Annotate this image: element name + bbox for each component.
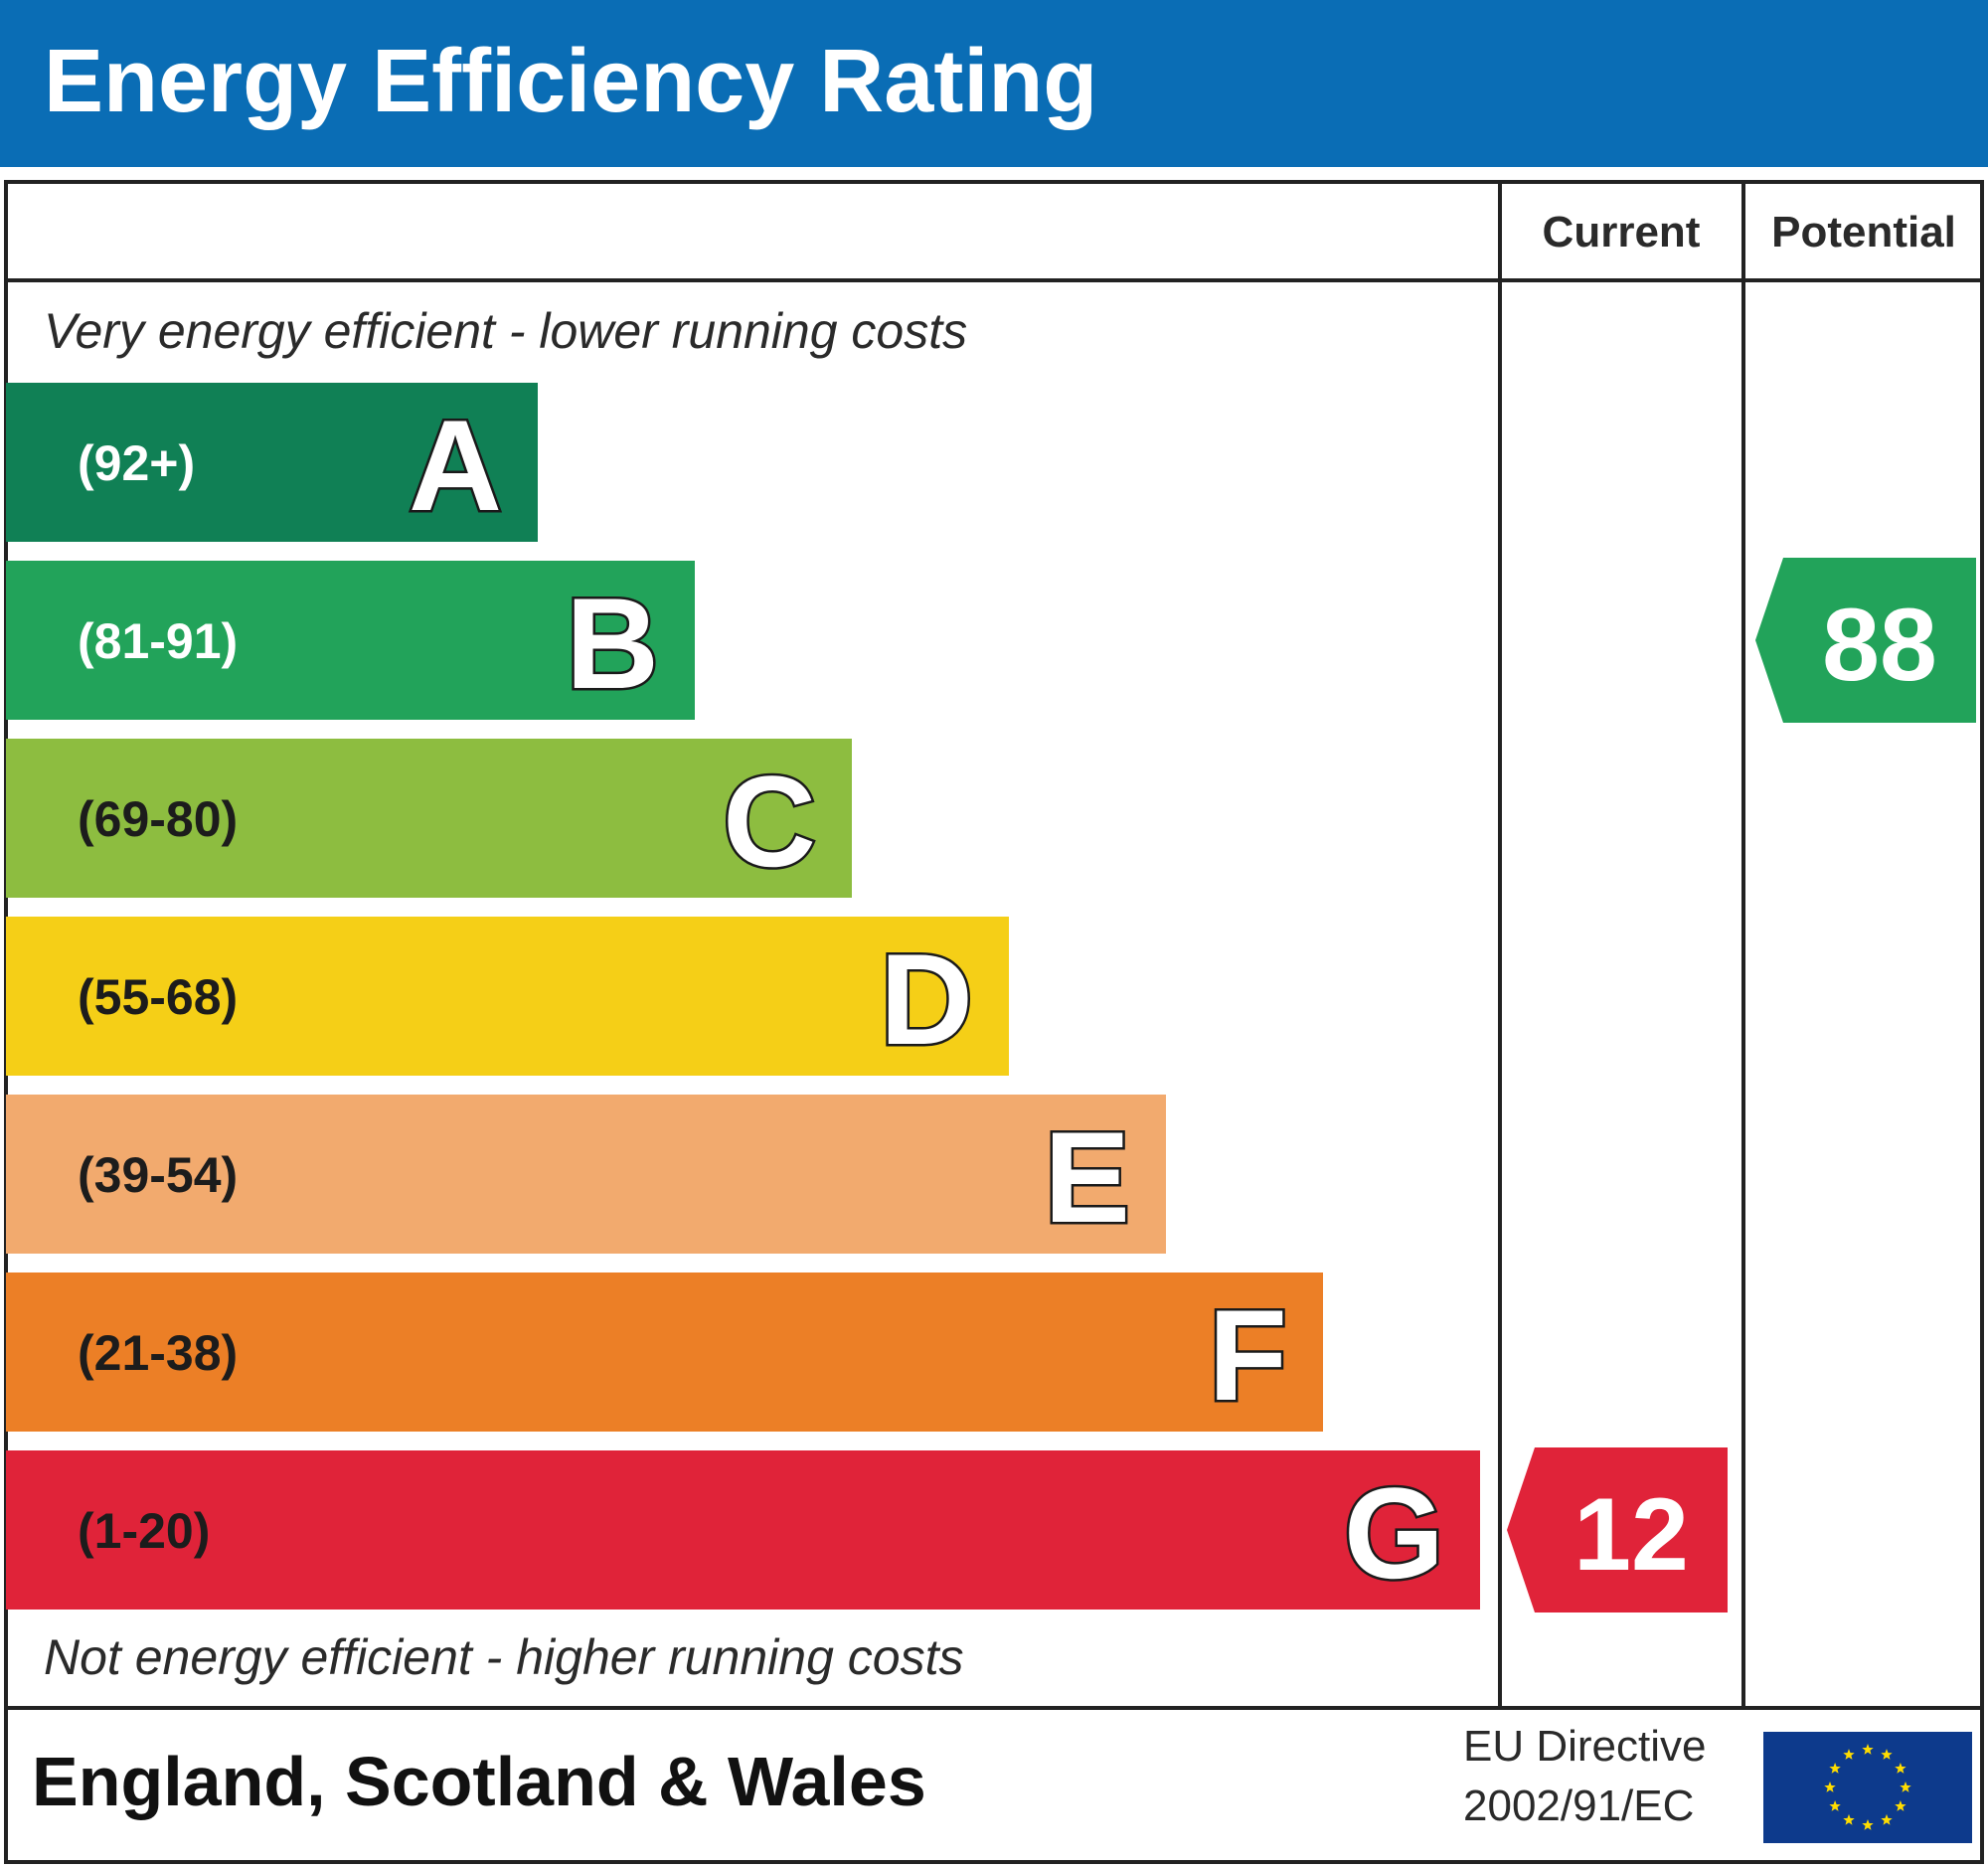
band-c-letter: C bbox=[723, 749, 816, 894]
band-d-range: (55-68) bbox=[78, 969, 238, 1025]
band-g-letter: G bbox=[1344, 1460, 1444, 1606]
bottom-note: Not energy efficient - higher running co… bbox=[44, 1629, 964, 1685]
band-g-bar bbox=[6, 1450, 1480, 1610]
band-e-range: (39-54) bbox=[78, 1147, 238, 1203]
band-c-range: (69-80) bbox=[78, 791, 238, 847]
header-bar bbox=[0, 0, 1988, 167]
band-b-letter: B bbox=[566, 571, 659, 716]
band-b-range: (81-91) bbox=[78, 613, 238, 669]
band-f-range: (21-38) bbox=[78, 1325, 238, 1381]
potential-rating-marker bbox=[1755, 558, 1976, 723]
band-c-bar bbox=[6, 739, 852, 898]
band-a-range: (92+) bbox=[78, 435, 195, 491]
potential-column-header: Potential bbox=[1771, 208, 1956, 256]
band-a-bar bbox=[6, 383, 538, 542]
potential-rating-value: 88 bbox=[1822, 588, 1937, 703]
region-label: England, Scotland & Wales bbox=[32, 1743, 926, 1820]
band-d-letter: D bbox=[880, 927, 973, 1072]
band-a-letter: A bbox=[409, 393, 502, 538]
current-rating-marker bbox=[1507, 1447, 1728, 1612]
current-rating-value: 12 bbox=[1574, 1477, 1689, 1593]
band-f-bar bbox=[6, 1273, 1323, 1432]
rating-bands: (92+) A (81-91) B (69-80) C (55-68) D (39-54) E (2… bbox=[6, 383, 1480, 1610]
eu-flag-icon bbox=[1763, 1732, 1972, 1843]
directive-line-1: EU Directive bbox=[1463, 1722, 1707, 1771]
band-f-letter: F bbox=[1209, 1282, 1287, 1428]
band-e-bar bbox=[6, 1095, 1166, 1254]
directive-line-2: 2002/91/EC bbox=[1463, 1782, 1694, 1830]
band-d-bar bbox=[6, 917, 1009, 1076]
band-g-range: (1-20) bbox=[78, 1503, 210, 1559]
band-b-bar bbox=[6, 561, 695, 720]
rating-markers: 12 88 bbox=[1507, 558, 1976, 1612]
top-note: Very energy efficient - lower running co… bbox=[44, 303, 967, 359]
band-e-letter: E bbox=[1044, 1104, 1130, 1250]
current-column-header: Current bbox=[1543, 208, 1701, 256]
chart-title: Energy Efficiency Rating bbox=[44, 32, 1097, 131]
